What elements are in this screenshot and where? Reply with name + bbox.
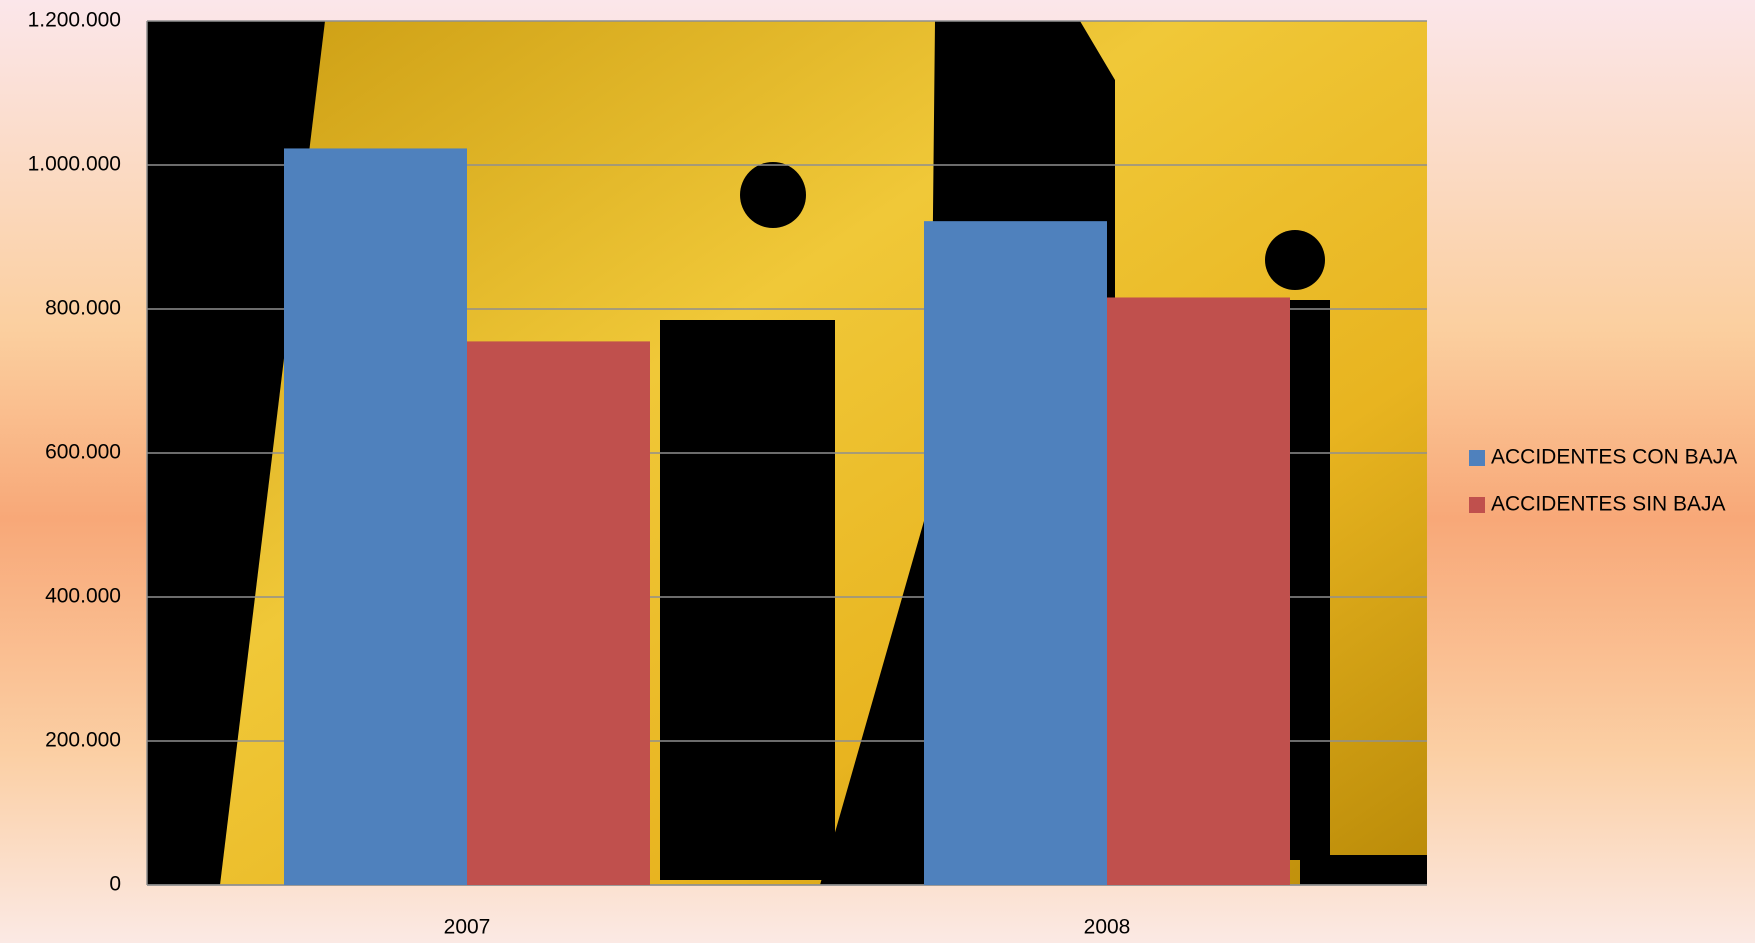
y-tick-label: 1.000.000 [28, 153, 121, 176]
y-tick-label: 0 [109, 873, 121, 896]
legend-swatch [1469, 497, 1485, 513]
bar [924, 221, 1107, 885]
bar [1107, 297, 1290, 886]
y-tick-label: 800.000 [45, 297, 121, 320]
legend-label: ACCIDENTES SIN BAJA [1491, 493, 1726, 516]
y-tick-label: 200.000 [45, 729, 121, 752]
bar [467, 341, 650, 885]
legend-label: ACCIDENTES CON BAJA [1491, 446, 1737, 469]
bar [284, 148, 467, 885]
y-tick-label: 1.200.000 [28, 9, 121, 32]
x-tick-label: 2007 [444, 916, 491, 939]
y-tick-label: 400.000 [45, 585, 121, 608]
y-tick-label: 600.000 [45, 441, 121, 464]
x-tick-label: 2008 [1084, 916, 1131, 939]
legend-swatch [1469, 450, 1485, 466]
